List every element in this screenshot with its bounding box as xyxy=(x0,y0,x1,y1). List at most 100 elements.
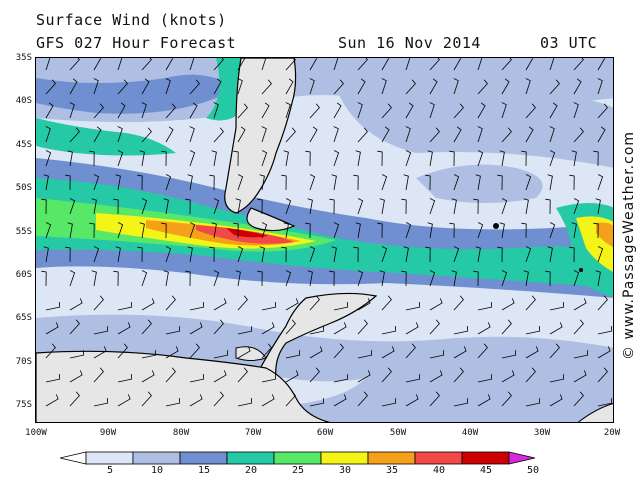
lat-label: 35S xyxy=(15,53,32,63)
lon-label: 30W xyxy=(533,428,551,438)
wind-barb xyxy=(165,103,176,119)
colorbar-segment xyxy=(414,451,463,465)
wind-barb xyxy=(333,394,347,407)
wind-barb xyxy=(165,126,174,143)
wind-barb xyxy=(165,174,172,191)
wind-barb xyxy=(499,222,505,239)
wind-barb xyxy=(405,79,416,95)
colorbar-segment xyxy=(320,451,369,465)
wind-speed-colorbar xyxy=(60,451,536,465)
colorbar-segment xyxy=(273,451,322,465)
wind-barb xyxy=(113,270,119,287)
wind-barb xyxy=(571,150,577,167)
wind-barb xyxy=(213,298,227,311)
wind-barb xyxy=(69,58,80,71)
wind-barb xyxy=(261,302,277,311)
lon-label: 60W xyxy=(316,428,334,438)
wind-barb xyxy=(165,367,176,383)
wind-barb xyxy=(381,58,390,71)
wind-barb xyxy=(525,367,536,383)
wind-barb xyxy=(89,222,95,239)
wind-barb xyxy=(165,398,181,407)
wind-barb xyxy=(597,58,606,71)
wind-barb xyxy=(305,222,311,239)
colorbar-segment xyxy=(367,451,416,465)
wind-barb xyxy=(381,174,388,191)
wind-barb xyxy=(69,370,83,383)
wind-barb xyxy=(93,126,102,143)
wind-barb xyxy=(213,270,220,287)
wind-barb xyxy=(425,246,431,263)
wind-barb xyxy=(451,198,457,215)
wind-barb xyxy=(139,150,145,167)
wind-barb xyxy=(261,374,277,383)
wind-barb xyxy=(309,326,325,335)
lat-label: 60S xyxy=(15,270,32,280)
wind-barb xyxy=(69,350,85,359)
wind-barb xyxy=(453,326,469,335)
wind-barb xyxy=(403,246,409,263)
wind-barb xyxy=(525,346,539,359)
wind-barb xyxy=(93,367,104,383)
colorbar-segment xyxy=(85,451,134,465)
wind-barb xyxy=(477,58,483,71)
wind-barb xyxy=(65,246,71,263)
wind-barb xyxy=(477,343,488,359)
wind-barb xyxy=(357,127,368,143)
wind-barb xyxy=(453,174,460,191)
wind-barb xyxy=(357,319,368,335)
wind-barb xyxy=(353,246,359,263)
wind-barb xyxy=(285,370,299,383)
wind-barb xyxy=(45,79,56,95)
wind-barb xyxy=(285,298,299,311)
wind-barb xyxy=(285,78,294,95)
wind-barb xyxy=(189,150,196,167)
colorbar-segment xyxy=(461,451,510,465)
wind-barb xyxy=(309,58,318,71)
wind-barb xyxy=(549,58,555,71)
wind-barb xyxy=(501,58,512,71)
colorbar-label: 30 xyxy=(338,465,352,476)
wind-barb xyxy=(573,270,580,287)
wind-barb xyxy=(549,394,563,407)
wind-barb xyxy=(237,126,246,143)
colorbar-label: 35 xyxy=(385,465,399,476)
wind-barb xyxy=(573,127,584,143)
wind-barb xyxy=(477,102,486,119)
wind-barb xyxy=(137,174,143,191)
wind-barb xyxy=(429,102,435,119)
wind-barb xyxy=(93,78,99,95)
wind-barb xyxy=(381,367,392,383)
wind-barb xyxy=(237,295,248,311)
wind-barb xyxy=(381,346,395,359)
wind-barb xyxy=(113,198,119,215)
wind-barb xyxy=(165,246,172,263)
wind-barb xyxy=(233,222,239,239)
wind-barb xyxy=(525,326,541,335)
wind-barb xyxy=(357,391,368,407)
wind-barb xyxy=(69,391,80,407)
wind-barb xyxy=(353,174,359,191)
wind-barb xyxy=(501,78,510,95)
wind-barb xyxy=(499,150,505,167)
wind-barb xyxy=(43,174,49,191)
wind-barb xyxy=(45,394,59,407)
wind-barb xyxy=(525,295,536,311)
wind-barb xyxy=(333,222,340,239)
lon-label: 100W xyxy=(25,428,47,438)
forecast-time: 03 UTC xyxy=(540,34,598,52)
wind-barb xyxy=(45,322,59,335)
wind-barb xyxy=(429,198,436,215)
wind-barb xyxy=(405,394,419,407)
wind-barb xyxy=(237,246,244,263)
wind-barb xyxy=(357,370,371,383)
wind-barb xyxy=(597,246,604,263)
colorbar-segment xyxy=(179,451,228,465)
wind-barbs xyxy=(41,58,613,407)
wind-barb xyxy=(161,222,167,239)
wind-barb xyxy=(137,246,143,263)
wind-barb xyxy=(501,127,512,143)
wind-barb xyxy=(237,367,248,383)
wind-barb xyxy=(477,394,491,407)
wind-barb xyxy=(473,270,479,287)
